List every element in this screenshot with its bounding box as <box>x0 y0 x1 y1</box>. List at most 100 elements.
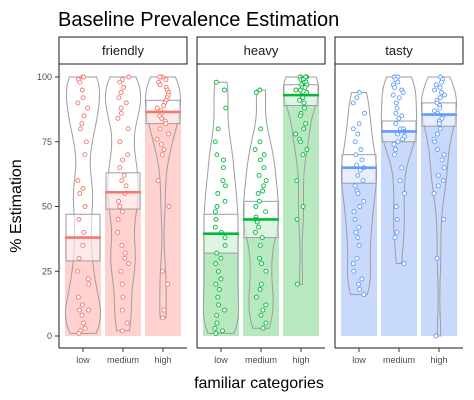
data-point <box>123 183 129 189</box>
data-point <box>76 330 82 336</box>
data-point <box>257 242 263 248</box>
data-point <box>120 157 126 163</box>
data-point <box>214 79 219 85</box>
data-point <box>212 209 218 215</box>
data-point <box>437 84 443 90</box>
data-point <box>220 165 226 171</box>
data-point <box>390 92 396 98</box>
data-point <box>300 204 306 209</box>
data-point <box>214 320 220 326</box>
data-point <box>399 165 405 171</box>
data-point <box>252 147 258 152</box>
facet-strip <box>58 36 188 65</box>
data-point <box>126 261 131 266</box>
data-point <box>293 87 299 93</box>
data-point <box>350 126 356 132</box>
data-point <box>434 255 440 261</box>
data-point <box>215 126 221 132</box>
data-point <box>440 178 446 184</box>
data-point <box>222 198 228 204</box>
data-point <box>256 198 262 204</box>
data-point <box>360 178 366 184</box>
data-point <box>353 229 359 235</box>
data-point <box>75 178 81 184</box>
data-point <box>154 105 160 111</box>
data-point <box>432 108 437 114</box>
x-axis-title: familiar categories <box>194 375 324 392</box>
data-point <box>119 281 125 287</box>
data-point <box>218 276 224 282</box>
y-axis-title: % Estimation <box>8 159 25 252</box>
panel-tasty: tasty low medium high <box>334 36 464 365</box>
data-point <box>394 105 400 111</box>
data-point <box>263 209 269 215</box>
data-point <box>213 281 219 287</box>
data-point <box>359 276 365 282</box>
data-point <box>215 268 221 274</box>
bar-tasty-medium <box>381 131 417 336</box>
data-point <box>222 235 228 241</box>
data-point <box>75 294 81 300</box>
data-point <box>261 183 267 189</box>
data-point <box>352 139 358 145</box>
data-point <box>354 95 360 101</box>
data-point <box>86 307 91 313</box>
data-point <box>260 307 266 313</box>
data-point <box>256 224 262 230</box>
data-point <box>212 224 218 230</box>
panel-heavy: heavy low medium high <box>196 36 326 365</box>
data-point <box>256 172 262 178</box>
facet-label-heavy: heavy <box>244 43 279 58</box>
data-point <box>157 74 163 80</box>
data-point <box>300 152 306 158</box>
data-point <box>118 110 124 116</box>
data-point <box>81 229 87 235</box>
data-point <box>115 216 121 222</box>
data-point <box>223 105 229 111</box>
data-point <box>297 87 303 93</box>
data-point <box>76 307 82 313</box>
data-point <box>121 84 127 90</box>
data-point <box>359 157 365 163</box>
violin-tasty-low <box>340 92 378 296</box>
data-point <box>356 121 362 127</box>
data-point <box>213 216 219 222</box>
y-tick-label: 75 <box>42 137 52 147</box>
data-point <box>79 87 85 93</box>
data-point <box>394 216 400 222</box>
data-point <box>117 204 123 209</box>
data-point <box>435 147 440 152</box>
data-point <box>294 281 300 287</box>
data-point <box>83 139 89 145</box>
data-point <box>393 110 399 116</box>
data-point <box>437 126 443 132</box>
data-point <box>80 95 86 101</box>
data-point <box>75 100 81 106</box>
violin-friendly-high <box>144 76 182 319</box>
data-point <box>221 157 226 163</box>
facet-label-tasty: tasty <box>385 43 413 58</box>
data-point <box>123 100 129 106</box>
data-point <box>118 268 124 274</box>
x-tick-label-high: high <box>154 355 171 365</box>
data-point <box>297 113 303 119</box>
data-point <box>118 105 124 111</box>
data-point <box>261 165 267 171</box>
data-point <box>159 152 165 158</box>
data-point <box>166 204 172 209</box>
data-point <box>124 320 130 326</box>
data-point <box>354 255 360 261</box>
data-point <box>80 242 86 248</box>
data-point <box>301 100 307 106</box>
data-point <box>263 178 269 184</box>
data-point <box>117 79 123 85</box>
data-point <box>161 147 167 152</box>
data-point <box>258 312 264 318</box>
data-point <box>253 204 259 209</box>
data-point <box>294 178 300 184</box>
data-point <box>350 100 356 106</box>
y-tick-label: 100 <box>37 72 52 82</box>
data-point <box>77 191 83 196</box>
